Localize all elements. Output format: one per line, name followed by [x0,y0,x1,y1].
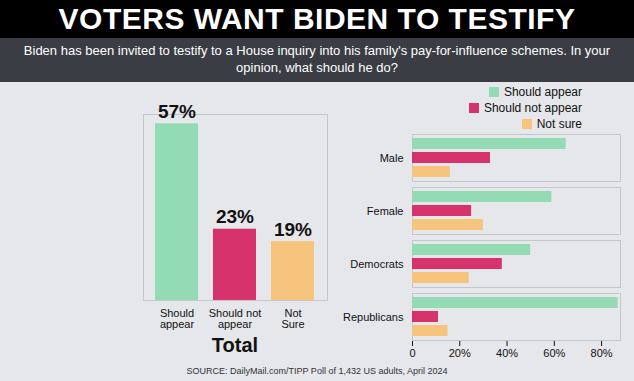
html-text:SOURCE: DailyMail.com/TIPP Pol: SOURCE: DailyMail.com/TIPP Poll of 1,432… [186,366,448,376]
svg-text:Should notappear: Should notappear [209,307,262,330]
svg-text:Democrats: Democrats [350,258,404,270]
svg-text:23%: 23% [216,206,254,227]
svg-text:Republicans: Republicans [343,311,404,323]
html-text:Total: Total [211,334,259,356]
html-text:Should not appear: Should not appear [483,101,582,115]
html-text:Biden has been invited to test: Biden has been invited to testify to a H… [23,43,611,75]
svg-text:19%: 19% [274,219,312,240]
svg-text:0: 0 [409,347,415,359]
html-text:Should appear: Should appear [503,85,582,99]
svg-text:80%: 80% [591,347,613,359]
svg-text:20%: 20% [449,347,471,359]
svg-text:57%: 57% [158,101,196,122]
html-text:VOTERS WANT BIDEN TO TESTIFY: VOTERS WANT BIDEN TO TESTIFY [58,2,576,35]
svg-text:40%: 40% [496,347,518,359]
svg-text:NotSure: NotSure [281,307,304,330]
svg-text:Female: Female [367,205,404,217]
svg-text:Shouldappear: Shouldappear [160,307,195,330]
svg-text:Male: Male [380,152,404,164]
html-text:Not sure: Not sure [536,117,582,131]
svg-text:60%: 60% [543,347,565,359]
